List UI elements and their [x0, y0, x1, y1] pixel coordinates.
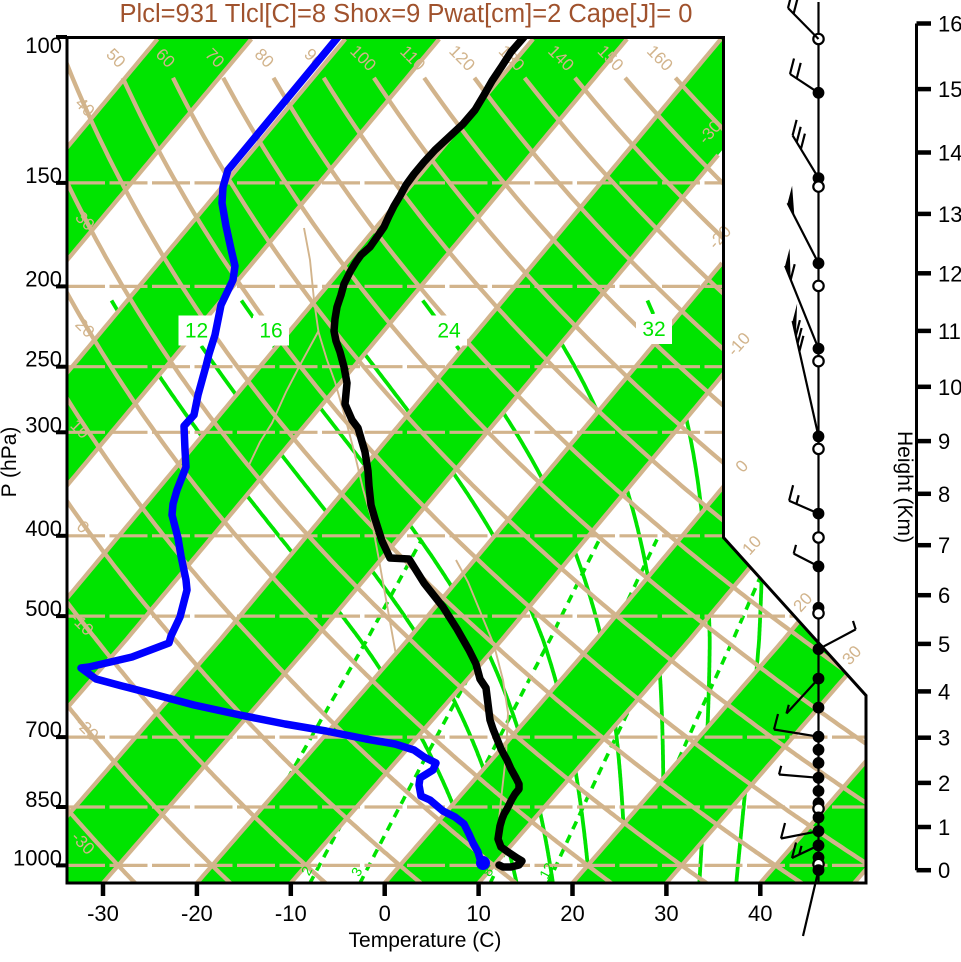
svg-text:20: 20	[560, 901, 584, 926]
svg-text:500: 500	[25, 596, 62, 621]
svg-text:0: 0	[379, 901, 391, 926]
svg-text:1000: 1000	[13, 845, 62, 870]
svg-text:P (hPa): P (hPa)	[0, 427, 21, 498]
svg-text:12: 12	[938, 261, 961, 286]
svg-text:14: 14	[938, 141, 961, 166]
svg-text:5: 5	[938, 632, 950, 657]
svg-text:30: 30	[654, 901, 678, 926]
svg-text:24: 24	[437, 320, 461, 343]
svg-text:12: 12	[536, 860, 558, 881]
svg-text:32: 32	[642, 318, 665, 341]
svg-text:300: 300	[25, 412, 62, 437]
svg-text:700: 700	[25, 717, 62, 742]
svg-text:8: 8	[938, 482, 950, 507]
svg-text:100: 100	[25, 33, 62, 58]
svg-text:40: 40	[748, 901, 772, 926]
svg-text:13: 13	[938, 202, 961, 227]
svg-text:400: 400	[25, 516, 62, 541]
svg-text:0: 0	[938, 858, 950, 883]
svg-text:Height (Km): Height (Km)	[893, 431, 916, 543]
svg-text:16: 16	[938, 12, 961, 37]
svg-text:-10: -10	[275, 901, 307, 926]
svg-text:15: 15	[938, 77, 961, 102]
svg-text:10: 10	[938, 375, 961, 400]
svg-text:-30: -30	[87, 901, 119, 926]
svg-text:11: 11	[938, 319, 961, 344]
svg-text:-20: -20	[181, 901, 213, 926]
svg-text:Temperature (C): Temperature (C)	[349, 929, 502, 952]
svg-text:1: 1	[938, 815, 950, 840]
svg-text:850: 850	[25, 787, 62, 812]
svg-text:Plcl=931 Tlcl[C]=8 Shox=9 Pwat: Plcl=931 Tlcl[C]=8 Shox=9 Pwat[cm]=2 Cap…	[120, 0, 693, 28]
svg-text:2: 2	[938, 771, 950, 796]
svg-text:10: 10	[466, 901, 490, 926]
svg-text:6: 6	[938, 583, 950, 608]
svg-text:200: 200	[25, 266, 62, 291]
svg-text:3: 3	[938, 726, 950, 751]
svg-text:9: 9	[938, 429, 950, 454]
svg-text:12: 12	[185, 320, 208, 343]
svg-text:150: 150	[25, 163, 62, 188]
svg-text:16: 16	[259, 320, 282, 343]
svg-text:250: 250	[25, 347, 62, 372]
svg-text:7: 7	[938, 533, 950, 558]
svg-text:4: 4	[938, 679, 950, 704]
